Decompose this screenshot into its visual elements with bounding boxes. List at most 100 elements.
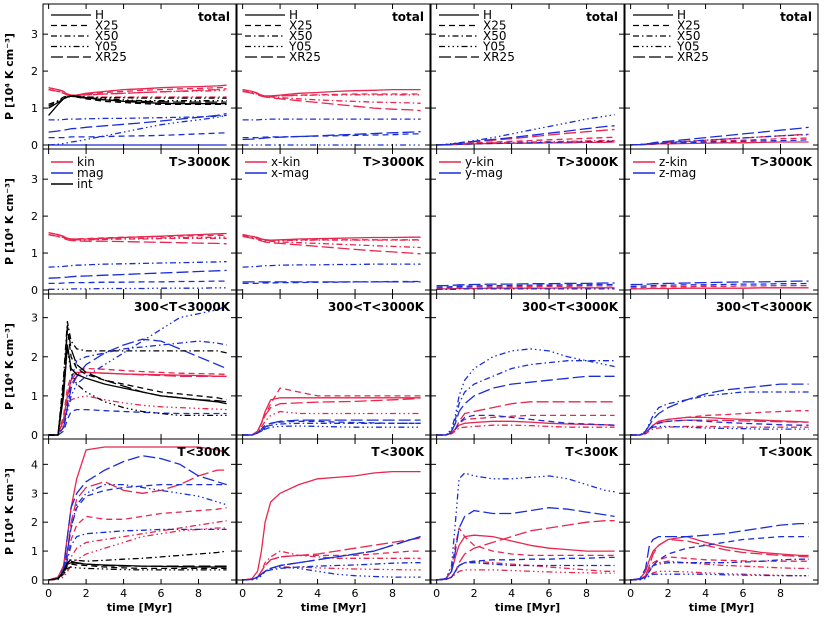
series-line-kin-x25 (48, 86, 227, 96)
series-line-mag-xr25 (48, 112, 227, 133)
series-line-kin-x25 (630, 137, 809, 146)
y-tick-label: 2 (31, 210, 38, 223)
series-line-kin-xr25 (48, 88, 227, 96)
series-line-mag-x50 (48, 528, 227, 581)
series-line-kin-h (242, 397, 421, 436)
panel-r3-c2: 0 2 4 6 8 T<300K time [Myr] (430, 438, 625, 614)
legend-label-x25: X25 (289, 19, 313, 33)
legend-label-mag: y-mag (465, 166, 503, 180)
series-line-mag-x25 (242, 535, 421, 581)
x-tick-label: 4 (120, 587, 127, 600)
series-line-int-xr25 (48, 324, 227, 436)
series-line-kin-x25 (48, 507, 227, 581)
panel-title: T>3000K (363, 155, 425, 169)
series-line-mag-x25 (48, 132, 227, 139)
series-line-kin-x25 (630, 284, 809, 289)
series-line-mag-x50 (242, 422, 421, 436)
legend-label-int: int (77, 177, 93, 191)
x-tick-label: 0 (433, 587, 440, 600)
legend-label-xr25: XR25 (289, 50, 321, 64)
series-line-kin-x50 (48, 88, 227, 98)
x-tick-label: 0 (45, 587, 52, 600)
panel-r2-c1: 300<T<3000K (236, 293, 431, 440)
series-line-mag-xr25 (48, 455, 227, 581)
series-line-int-xr25 (48, 560, 227, 581)
series-line-mag-xr25 (436, 282, 615, 287)
legend-label-x50: X50 (483, 29, 507, 43)
series-line-kin-x25 (242, 387, 421, 436)
panel-title: T<300K (371, 445, 424, 459)
series-line-kin-xr25 (242, 537, 421, 581)
series-line-kin-x50 (630, 425, 809, 436)
series-line-mag-y05 (630, 425, 809, 436)
series-line-kin-x50 (436, 424, 615, 436)
panel-title: T<300K (565, 445, 618, 459)
legend-label-mag: x-mag (271, 166, 309, 180)
series-line-int-y05 (48, 566, 227, 581)
series-group (242, 470, 421, 581)
panel-title: 300<T<3000K (328, 300, 425, 314)
series-line-kin-x50 (242, 550, 421, 581)
series-line-mag-y05 (630, 573, 809, 581)
legend-label-x50: X50 (289, 29, 313, 43)
series-line-mag-x25 (436, 283, 615, 288)
x-tick-label: 8 (583, 587, 590, 600)
series-line-mag-x25 (436, 414, 615, 436)
panel-title: total (586, 10, 618, 24)
series-line-mag-y05 (242, 425, 421, 436)
legend-label-y05: Y05 (482, 40, 506, 54)
x-tick-label: 2 (83, 587, 90, 600)
series-line-mag-x50 (436, 562, 615, 581)
series-line-kin-y05 (436, 569, 615, 581)
x-tick-label: 2 (277, 587, 284, 600)
series-line-mag-x50 (48, 260, 227, 268)
series-line-mag-xr25 (630, 383, 809, 436)
series-line-mag-xr25 (630, 522, 809, 581)
series-group (48, 232, 227, 290)
series-line-mag-x50 (436, 360, 615, 436)
series-line-kin-x25 (630, 556, 809, 581)
series-line-kin-h (48, 371, 227, 436)
x-tick-label: 6 (352, 587, 359, 600)
series-group (436, 114, 615, 146)
x-tick-label: 8 (389, 587, 396, 600)
panel-title: T<300K (759, 445, 812, 459)
legend-label-h: H (95, 8, 104, 22)
series-line-mag-x25 (436, 556, 615, 581)
series-line-mag-xr25 (242, 535, 421, 581)
y-tick-label: 3 (31, 28, 38, 41)
series-line-mag-y05 (48, 483, 227, 581)
panel-frame (236, 438, 431, 585)
series-line-mag-x25 (242, 420, 421, 436)
panel-frame (430, 293, 625, 440)
x-tick-label: 2 (471, 587, 478, 600)
legend-label-h: H (289, 8, 298, 22)
series-line-kin-h (436, 420, 615, 436)
x-axis-label: time [Myr] (495, 601, 560, 614)
series-line-kin-x50 (242, 90, 421, 104)
series-group (630, 383, 809, 436)
series-group (48, 84, 227, 146)
y-tick-label: 0 (31, 139, 38, 152)
series-line-mag-xr25 (242, 131, 421, 141)
series-line-kin-x50 (48, 520, 227, 581)
legend-label-mag: z-mag (659, 166, 696, 180)
x-axis-label: time [Myr] (689, 601, 754, 614)
series-group (630, 126, 809, 146)
series-line-kin-x25 (436, 414, 615, 436)
series-line-kin-x25 (242, 550, 421, 581)
series-group (436, 282, 615, 290)
y-tick-label: 0 (31, 574, 38, 587)
series-line-mag-y05 (48, 114, 227, 146)
x-tick-label: 0 (627, 587, 634, 600)
